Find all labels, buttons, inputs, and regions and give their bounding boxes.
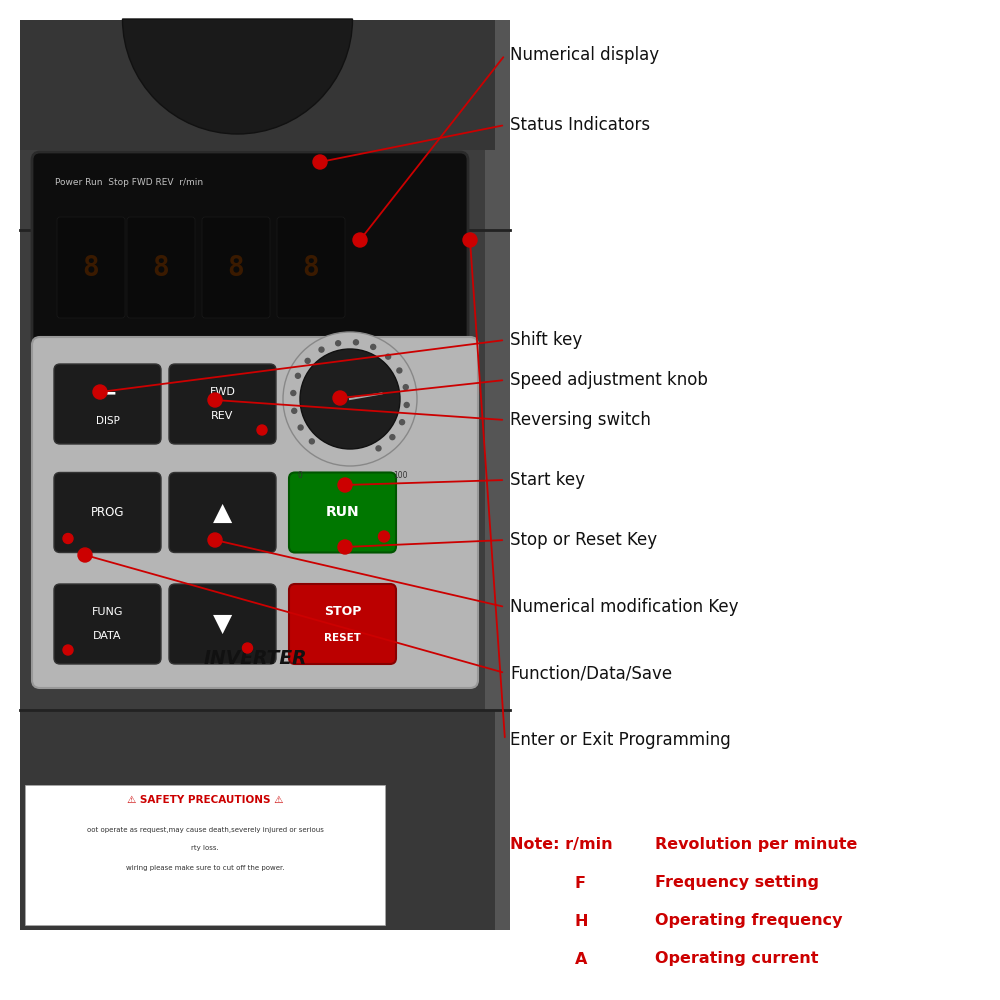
Circle shape [319,347,324,352]
Circle shape [291,391,296,396]
Circle shape [386,354,391,359]
Circle shape [338,478,352,492]
Circle shape [309,439,314,444]
Text: 8: 8 [83,253,99,282]
Text: Revolution per minute: Revolution per minute [655,838,857,852]
FancyBboxPatch shape [54,584,161,664]
FancyBboxPatch shape [202,217,270,318]
Text: H: H [575,914,588,928]
Circle shape [353,233,367,247]
Text: Numerical display: Numerical display [510,46,659,64]
Text: Function/Data/Save: Function/Data/Save [510,664,672,682]
FancyBboxPatch shape [169,473,276,552]
Text: 100: 100 [393,471,407,480]
Text: Frequency setting: Frequency setting [655,876,819,890]
Text: 8: 8 [153,253,169,282]
Text: Operating current: Operating current [655,952,818,966]
Text: ▼: ▼ [213,612,232,636]
Circle shape [93,385,107,399]
Circle shape [404,402,409,407]
Wedge shape [122,19,353,134]
Text: RUN: RUN [326,505,359,519]
Circle shape [371,344,376,349]
Text: ▲: ▲ [213,500,232,524]
Circle shape [292,408,297,413]
FancyBboxPatch shape [127,217,195,318]
Text: Speed adjustment knob: Speed adjustment knob [510,371,708,389]
Text: PROG: PROG [91,506,124,519]
Text: 8: 8 [228,253,244,282]
Text: INVERTER: INVERTER [203,649,307,668]
Circle shape [78,548,92,562]
Text: STOP: STOP [324,605,361,618]
Circle shape [295,373,300,378]
Text: Note: r/min: Note: r/min [510,838,613,852]
FancyBboxPatch shape [169,584,276,664]
Circle shape [208,393,222,407]
Text: wiring please make sure to cut off the power.: wiring please make sure to cut off the p… [126,865,284,871]
Circle shape [397,368,402,373]
FancyBboxPatch shape [289,473,396,552]
Circle shape [300,349,400,449]
FancyBboxPatch shape [32,337,478,688]
Circle shape [390,435,395,440]
Circle shape [298,425,303,430]
FancyBboxPatch shape [277,217,345,318]
Text: 8: 8 [303,253,319,282]
Circle shape [257,425,267,435]
Text: RESET: RESET [324,633,361,643]
Text: 0: 0 [298,471,302,480]
Text: A: A [575,952,587,966]
Bar [20,20,495,150]
Circle shape [208,533,222,547]
Circle shape [378,531,390,542]
Text: ←: ← [98,384,117,404]
Bar [20,710,495,930]
Text: ⚠ SAFETY PRECAUTIONS ⚠: ⚠ SAFETY PRECAUTIONS ⚠ [127,795,283,805]
Text: REV: REV [211,411,234,421]
FancyBboxPatch shape [289,584,396,664]
Circle shape [243,643,253,653]
Bar [20,20,495,930]
Text: FWD: FWD [210,387,235,397]
Text: Start key: Start key [510,471,585,489]
Text: rty loss.: rty loss. [191,845,219,851]
Text: oot operate as request,may cause death,severely injured or serious: oot operate as request,may cause death,s… [87,827,323,833]
Circle shape [336,341,341,346]
Circle shape [63,645,73,655]
FancyBboxPatch shape [57,217,125,318]
Text: DISP: DISP [96,416,119,426]
Bar [25,785,385,925]
Circle shape [283,332,417,466]
Circle shape [333,391,347,405]
Text: Numerical modification Key: Numerical modification Key [510,598,738,616]
Text: DATA: DATA [93,631,122,641]
Text: Enter or Exit Programming: Enter or Exit Programming [510,731,731,749]
Text: Power Run  Stop FWD REV  r/min: Power Run Stop FWD REV r/min [55,178,203,187]
Circle shape [305,358,310,363]
FancyBboxPatch shape [32,152,468,348]
FancyBboxPatch shape [169,364,276,444]
Circle shape [63,534,73,544]
Circle shape [376,446,381,451]
Circle shape [463,233,477,247]
FancyBboxPatch shape [54,364,161,444]
Text: F: F [575,876,586,890]
Circle shape [313,155,327,169]
Text: Operating frequency: Operating frequency [655,914,842,928]
Text: Status Indicators: Status Indicators [510,116,650,134]
FancyBboxPatch shape [54,473,161,552]
Text: FUNG: FUNG [92,607,123,617]
Bar [485,20,510,930]
Circle shape [353,340,358,345]
Text: Shift key: Shift key [510,331,582,349]
Circle shape [400,420,405,425]
Text: Reversing switch: Reversing switch [510,411,651,429]
Circle shape [338,540,352,554]
Circle shape [403,385,408,390]
Text: Stop or Reset Key: Stop or Reset Key [510,531,657,549]
